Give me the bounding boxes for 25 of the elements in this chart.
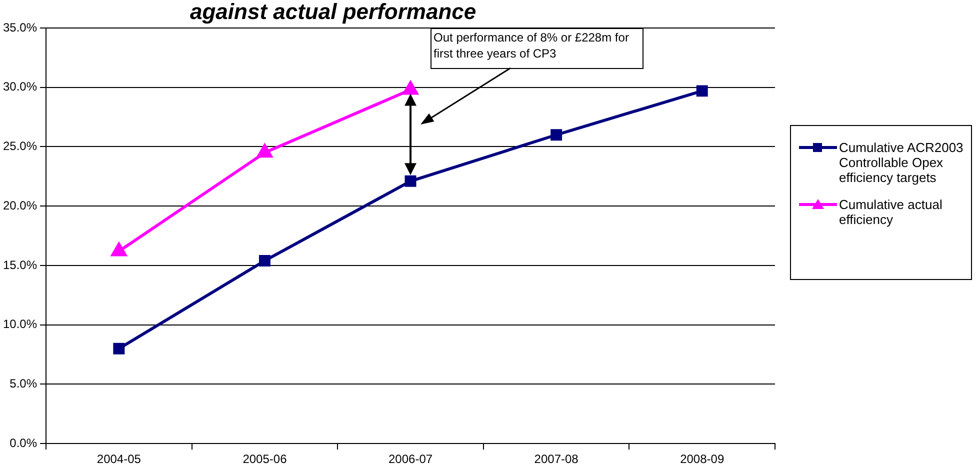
- point: [404, 175, 416, 187]
- x-tick-label: 2007-08: [534, 452, 579, 466]
- point: [696, 85, 708, 97]
- y-tick-label: 10.0%: [2, 317, 38, 332]
- x-tick-label: 2006-07: [388, 452, 433, 466]
- chart-title: against actual performance: [190, 0, 476, 24]
- y-tick-label: 15.0%: [2, 258, 38, 272]
- y-tick-label: 20.0%: [2, 198, 38, 212]
- point: [257, 144, 272, 158]
- x-tick-label: 2005-06: [242, 452, 288, 466]
- point: [550, 129, 562, 141]
- y-tick-label: 5.0%: [10, 376, 38, 391]
- point: [113, 342, 125, 354]
- x-tick-label: 2008-09: [680, 452, 724, 466]
- legend-label: Cumulative actual efficiency: [839, 197, 944, 227]
- point: [258, 254, 270, 266]
- legend-label: Cumulative ACR2003 Controllable Opex efficiency targets: [839, 140, 964, 185]
- annotation: Out performance of 8% or £228m for first three years of CP3: [434, 30, 629, 60]
- y-tick-label: 35.0%: [2, 20, 38, 34]
- y-tick-label: 0.0%: [10, 436, 38, 450]
- y-tick-label: 25.0%: [2, 139, 38, 154]
- x-tick-label: 2004-05: [96, 452, 142, 466]
- point: [111, 242, 126, 256]
- point: [402, 81, 418, 95]
- y-tick-label: 30.0%: [2, 80, 38, 94]
